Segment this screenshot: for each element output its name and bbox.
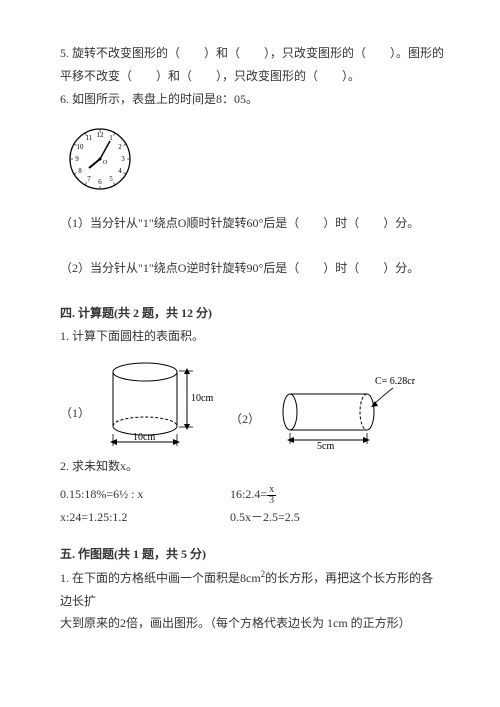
svg-text:10: 10 bbox=[77, 143, 85, 151]
clock-figure: 12 1 2 3 4 5 6 7 8 9 10 11 bbox=[65, 124, 445, 198]
svg-text:2: 2 bbox=[118, 143, 122, 151]
q6-sub1: （1）当分针从"1"绕点O顺时针旋转60°后是（ ）时（ ）分。 bbox=[60, 212, 445, 235]
question-6: 6. 如图所示，表盘上的时间是8：05。 bbox=[60, 88, 445, 111]
svg-text:C= 6.28cm: C= 6.28cm bbox=[375, 376, 415, 387]
s4-q1: 1. 计算下面圆柱的表面积。 bbox=[60, 325, 445, 348]
svg-text:12: 12 bbox=[97, 131, 105, 139]
eq-a: 0.15:18%=6½ : x bbox=[60, 483, 230, 506]
svg-text:4: 4 bbox=[118, 167, 122, 175]
eq-c: x:24=1.25:1.2 bbox=[60, 506, 230, 529]
s5-q1: 1. 在下面的方格纸中画一个面积是8cm2的长方形，再把这个长方形的各边长扩 bbox=[60, 566, 445, 613]
cylinder-2: C= 6.28cm 5cm bbox=[275, 374, 415, 449]
svg-text:11: 11 bbox=[86, 134, 93, 142]
svg-text:9: 9 bbox=[75, 155, 79, 163]
section-5-title: 五. 作图题(共 1 题，共 5 分) bbox=[60, 543, 445, 566]
eq-b: 16:2.4= x 3 bbox=[230, 483, 300, 506]
section-4-title: 四. 计算题(共 2 题，共 12 分) bbox=[60, 302, 445, 325]
svg-text:6: 6 bbox=[98, 178, 102, 186]
svg-text:3: 3 bbox=[121, 155, 125, 163]
eq-d: 0.5x－2.5=2.5 bbox=[230, 506, 300, 529]
cylinder-1: 10cm 10cm bbox=[105, 354, 215, 449]
s5-q1-line2: 大到原来的2倍，画出图形。（每个方格代表边长为 1cm 的正方形） bbox=[60, 612, 445, 635]
svg-text:O: O bbox=[103, 160, 108, 166]
svg-text:7: 7 bbox=[87, 175, 91, 183]
s4-q2: 2. 求未知数x。 bbox=[60, 455, 445, 478]
svg-text:5cm: 5cm bbox=[317, 441, 334, 449]
svg-text:10cm: 10cm bbox=[133, 432, 155, 443]
q6-sub2: （2）当分针从"1"绕点O逆时针旋转90°后是（ ）时（ ）分。 bbox=[60, 257, 445, 280]
cylinder-figures: （1） 10cm 10cm （2） bbox=[60, 354, 445, 449]
fig1-label: （1） bbox=[60, 404, 90, 449]
svg-text:1: 1 bbox=[109, 134, 113, 142]
fig2-label: （2） bbox=[230, 410, 260, 449]
question-5: 5. 旋转不改变图形的（ ）和（ ），只改变图形的（ ）。图形的平移不改变（ ）… bbox=[60, 42, 445, 88]
svg-text:5: 5 bbox=[109, 175, 113, 183]
svg-text:8: 8 bbox=[78, 167, 82, 175]
svg-text:10cm: 10cm bbox=[191, 393, 213, 404]
